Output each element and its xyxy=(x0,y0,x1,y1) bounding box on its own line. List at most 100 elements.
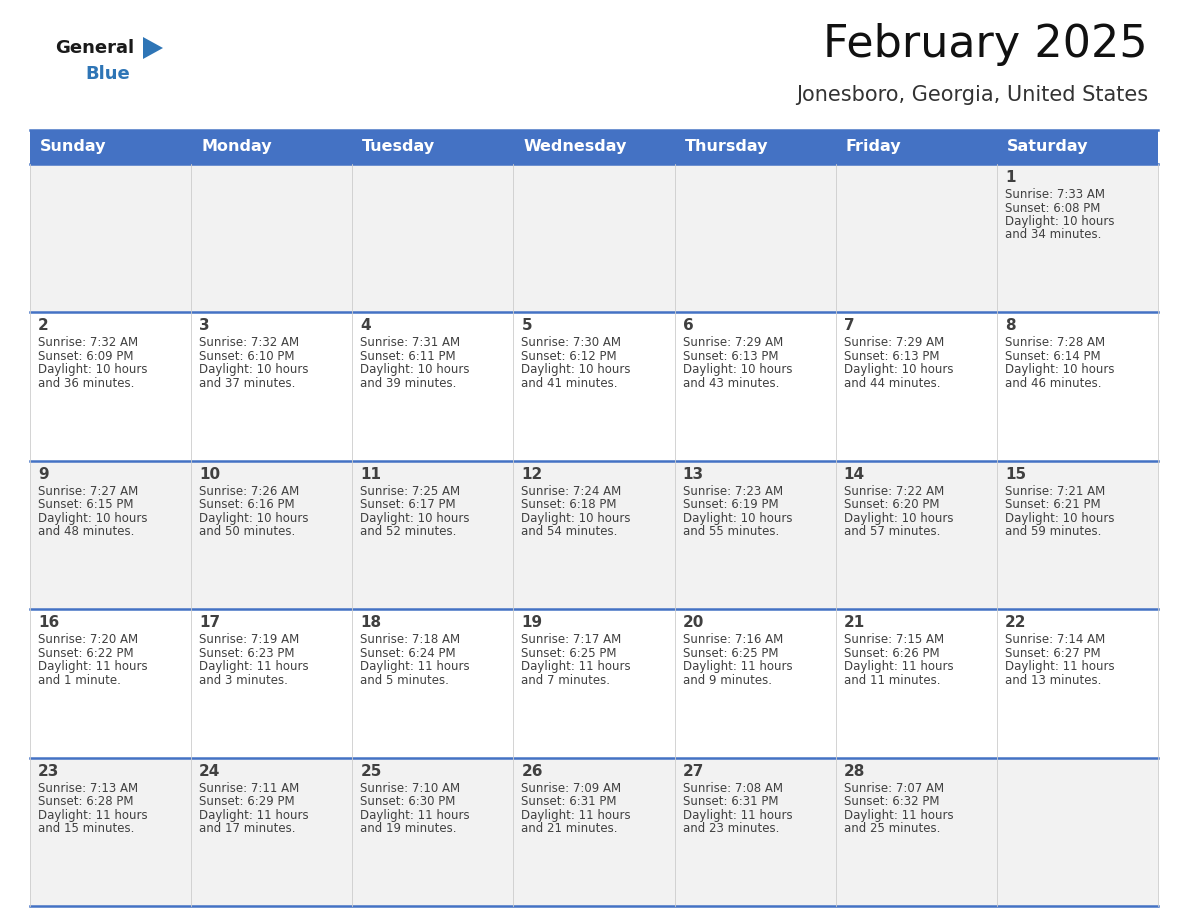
Bar xyxy=(835,461,997,610)
Text: Daylight: 10 hours: Daylight: 10 hours xyxy=(683,512,792,525)
Bar xyxy=(675,164,835,312)
Text: and 19 minutes.: and 19 minutes. xyxy=(360,823,456,835)
Text: and 7 minutes.: and 7 minutes. xyxy=(522,674,611,687)
Text: 14: 14 xyxy=(843,466,865,482)
Text: and 11 minutes.: and 11 minutes. xyxy=(843,674,940,687)
Bar xyxy=(30,461,191,610)
Text: and 57 minutes.: and 57 minutes. xyxy=(843,525,940,538)
Text: Daylight: 11 hours: Daylight: 11 hours xyxy=(200,660,309,673)
Text: Tuesday: Tuesday xyxy=(362,140,436,154)
Text: 21: 21 xyxy=(843,615,865,630)
Bar xyxy=(675,757,835,906)
Text: Sunrise: 7:15 AM: Sunrise: 7:15 AM xyxy=(843,633,943,646)
Text: Sunday: Sunday xyxy=(40,140,107,154)
Text: Sunset: 6:14 PM: Sunset: 6:14 PM xyxy=(1005,350,1100,363)
Text: Sunset: 6:13 PM: Sunset: 6:13 PM xyxy=(843,350,940,363)
Bar xyxy=(997,757,1158,906)
Text: 16: 16 xyxy=(38,615,59,630)
Text: 3: 3 xyxy=(200,319,210,333)
Text: 8: 8 xyxy=(1005,319,1016,333)
Text: Daylight: 11 hours: Daylight: 11 hours xyxy=(200,809,309,822)
Text: Sunset: 6:17 PM: Sunset: 6:17 PM xyxy=(360,498,456,511)
Text: and 23 minutes.: and 23 minutes. xyxy=(683,823,779,835)
Text: Daylight: 10 hours: Daylight: 10 hours xyxy=(1005,364,1114,376)
Text: and 13 minutes.: and 13 minutes. xyxy=(1005,674,1101,687)
Bar xyxy=(835,610,997,757)
Text: 27: 27 xyxy=(683,764,704,778)
Text: Daylight: 10 hours: Daylight: 10 hours xyxy=(1005,512,1114,525)
Text: Daylight: 11 hours: Daylight: 11 hours xyxy=(522,809,631,822)
Bar xyxy=(997,461,1158,610)
Text: Sunset: 6:08 PM: Sunset: 6:08 PM xyxy=(1005,201,1100,215)
Bar xyxy=(30,312,191,461)
Text: and 34 minutes.: and 34 minutes. xyxy=(1005,229,1101,241)
Text: 24: 24 xyxy=(200,764,221,778)
Text: Sunrise: 7:16 AM: Sunrise: 7:16 AM xyxy=(683,633,783,646)
Text: 9: 9 xyxy=(38,466,49,482)
Bar xyxy=(30,610,191,757)
Bar xyxy=(191,164,353,312)
Text: 20: 20 xyxy=(683,615,704,630)
Text: Sunset: 6:11 PM: Sunset: 6:11 PM xyxy=(360,350,456,363)
Text: and 55 minutes.: and 55 minutes. xyxy=(683,525,779,538)
Text: Daylight: 11 hours: Daylight: 11 hours xyxy=(38,660,147,673)
Text: Daylight: 10 hours: Daylight: 10 hours xyxy=(38,364,147,376)
Text: Daylight: 10 hours: Daylight: 10 hours xyxy=(360,364,469,376)
Text: Sunrise: 7:32 AM: Sunrise: 7:32 AM xyxy=(38,336,138,350)
Bar xyxy=(191,610,353,757)
Bar xyxy=(513,164,675,312)
Text: Sunset: 6:25 PM: Sunset: 6:25 PM xyxy=(522,646,617,660)
Text: Sunset: 6:19 PM: Sunset: 6:19 PM xyxy=(683,498,778,511)
Text: and 15 minutes.: and 15 minutes. xyxy=(38,823,134,835)
Bar xyxy=(353,130,513,164)
Bar xyxy=(353,461,513,610)
Text: 25: 25 xyxy=(360,764,381,778)
Bar xyxy=(30,130,191,164)
Text: Thursday: Thursday xyxy=(684,140,769,154)
Text: 13: 13 xyxy=(683,466,703,482)
Bar xyxy=(30,164,191,312)
Text: Daylight: 10 hours: Daylight: 10 hours xyxy=(200,512,309,525)
Text: and 21 minutes.: and 21 minutes. xyxy=(522,823,618,835)
Text: Sunset: 6:20 PM: Sunset: 6:20 PM xyxy=(843,498,940,511)
Text: Sunset: 6:21 PM: Sunset: 6:21 PM xyxy=(1005,498,1100,511)
Text: Sunset: 6:18 PM: Sunset: 6:18 PM xyxy=(522,498,617,511)
Text: Sunrise: 7:32 AM: Sunrise: 7:32 AM xyxy=(200,336,299,350)
Text: Sunset: 6:22 PM: Sunset: 6:22 PM xyxy=(38,646,133,660)
Text: Sunrise: 7:22 AM: Sunrise: 7:22 AM xyxy=(843,485,944,498)
Text: Sunset: 6:25 PM: Sunset: 6:25 PM xyxy=(683,646,778,660)
Text: and 3 minutes.: and 3 minutes. xyxy=(200,674,287,687)
Bar xyxy=(513,130,675,164)
Text: February 2025: February 2025 xyxy=(823,24,1148,66)
Text: and 46 minutes.: and 46 minutes. xyxy=(1005,377,1101,390)
Text: Sunrise: 7:19 AM: Sunrise: 7:19 AM xyxy=(200,633,299,646)
Text: Sunrise: 7:24 AM: Sunrise: 7:24 AM xyxy=(522,485,621,498)
Text: 17: 17 xyxy=(200,615,220,630)
Text: Sunset: 6:24 PM: Sunset: 6:24 PM xyxy=(360,646,456,660)
Text: Daylight: 11 hours: Daylight: 11 hours xyxy=(522,660,631,673)
Bar xyxy=(835,312,997,461)
Text: and 25 minutes.: and 25 minutes. xyxy=(843,823,940,835)
Bar xyxy=(353,610,513,757)
Text: Daylight: 10 hours: Daylight: 10 hours xyxy=(200,364,309,376)
Text: Sunrise: 7:26 AM: Sunrise: 7:26 AM xyxy=(200,485,299,498)
Bar xyxy=(997,130,1158,164)
Bar xyxy=(835,757,997,906)
Text: Daylight: 11 hours: Daylight: 11 hours xyxy=(1005,660,1114,673)
Text: Sunset: 6:31 PM: Sunset: 6:31 PM xyxy=(522,795,617,808)
Bar xyxy=(835,164,997,312)
Text: 5: 5 xyxy=(522,319,532,333)
Text: Sunrise: 7:31 AM: Sunrise: 7:31 AM xyxy=(360,336,461,350)
Text: Sunrise: 7:08 AM: Sunrise: 7:08 AM xyxy=(683,781,783,795)
Text: Sunrise: 7:13 AM: Sunrise: 7:13 AM xyxy=(38,781,138,795)
Text: Daylight: 10 hours: Daylight: 10 hours xyxy=(522,512,631,525)
Text: Sunrise: 7:07 AM: Sunrise: 7:07 AM xyxy=(843,781,943,795)
Text: Friday: Friday xyxy=(846,140,902,154)
Bar xyxy=(997,610,1158,757)
Text: General: General xyxy=(55,39,134,57)
Text: Sunset: 6:26 PM: Sunset: 6:26 PM xyxy=(843,646,940,660)
Text: Sunrise: 7:28 AM: Sunrise: 7:28 AM xyxy=(1005,336,1105,350)
Text: 19: 19 xyxy=(522,615,543,630)
Text: Sunrise: 7:29 AM: Sunrise: 7:29 AM xyxy=(843,336,944,350)
Text: Sunset: 6:09 PM: Sunset: 6:09 PM xyxy=(38,350,133,363)
